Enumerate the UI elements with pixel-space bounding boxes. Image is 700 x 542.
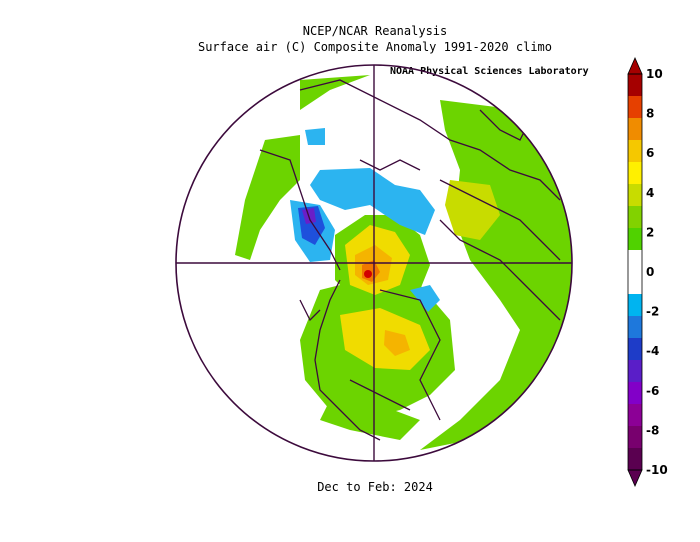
colorbar-segment: [628, 206, 642, 229]
anomaly-yellow-europe: [445, 180, 500, 240]
colorbar-arrow-top: [627, 57, 643, 75]
colorbar-arrow-bottom: [627, 469, 643, 487]
colorbar-segment: [628, 448, 642, 471]
credit-label: NOAA Physical Sciences Laboratory: [390, 66, 589, 77]
colorbar-tick-label: -4: [646, 344, 659, 358]
colorbar-tick-label: 10: [646, 67, 663, 81]
colorbar: 10 8 6 4 2 0 -2 -4 -6 -8 -10: [627, 57, 668, 487]
anomaly-cyan-north: [305, 128, 325, 145]
map-boundary: [175, 64, 573, 462]
period-label: Dec to Feb: 2024: [317, 480, 433, 494]
colorbar-segment: [628, 360, 642, 383]
colorbar-tick-label: -10: [646, 463, 668, 477]
anomaly-green-south: [320, 400, 420, 440]
colorbar-segment: [628, 162, 642, 185]
anomaly-green-west-1: [235, 135, 300, 260]
colorbar-segment: [628, 404, 642, 427]
colorbar-segment: [628, 96, 642, 119]
colorbar-tick-label: 8: [646, 107, 654, 121]
anomaly-green-west-2: [300, 75, 370, 110]
colorbar-segment: [628, 184, 642, 207]
colorbar-segment: [628, 382, 642, 405]
colorbar-segment: [628, 74, 642, 97]
colorbar-segment: [628, 426, 642, 449]
colorbar-segment: [628, 228, 642, 251]
colorbar-tick-label: 6: [646, 146, 654, 160]
anomaly-cyan-greenland: [410, 285, 440, 312]
colorbar-tick-label: -2: [646, 305, 659, 319]
colorbar-tick-label: 4: [646, 186, 654, 200]
anomaly-red-core: [364, 270, 372, 278]
colorbar-segment: [628, 316, 642, 339]
colorbar-segment: [628, 140, 642, 163]
colorbar-segment: [628, 250, 642, 273]
colorbar-tick-label: 2: [646, 225, 654, 239]
colorbar-segment: [628, 272, 642, 295]
map-title: NCEP/NCAR Reanalysis: [302, 24, 448, 38]
colorbar-segment: [628, 338, 642, 361]
map-subtitle: Surface air (C) Composite Anomaly 1991-2…: [197, 40, 552, 54]
colorbar-tick-label: -8: [646, 423, 659, 437]
colorbar-border: [627, 73, 643, 471]
anomaly-green-east: [420, 100, 572, 450]
anomaly-field: [235, 75, 572, 450]
colorbar-tick-label: 0: [646, 265, 654, 279]
anomaly-gold-canada: [384, 330, 410, 356]
coastlines: [259, 79, 561, 441]
colorbar-segment: [628, 294, 642, 317]
anomaly-cyan-siberia: [310, 168, 435, 235]
colorbar-tick-label: -6: [646, 384, 659, 398]
colorbar-segment: [628, 118, 642, 141]
